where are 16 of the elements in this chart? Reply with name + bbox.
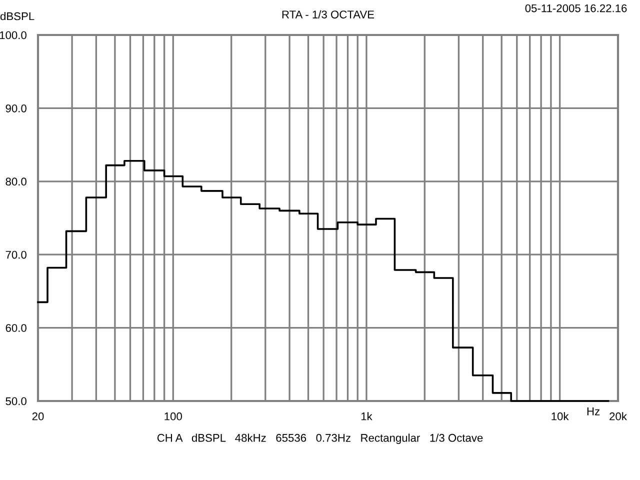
y-tick-label: 100.0 [0,31,26,40]
y-tick-label: 50.0 [6,397,26,406]
x-tick-label: 10k [552,412,569,420]
y-tick-label: 80.0 [6,178,26,186]
x-tick-label: 20 [32,412,44,420]
x-tick-label: 100 [164,412,182,420]
text: CH A dBSPL 48kHz 65536 0.73Hz Rectangular 1/3 Octave [157,434,483,444]
y-tick-label: 70.0 [6,250,26,259]
x-tick-label: 1k [361,412,372,420]
x-tick-label: 20k [610,412,627,420]
y-tick-label: 60.0 [6,324,26,332]
y-axis-title: dBSPL [0,12,34,20]
text: 05-11-2005 16.22.16 [525,4,627,12]
x-axis-title: Hz [587,408,600,416]
y-tick-label: 90.0 [6,104,26,112]
chart-title: RTA - 1/3 OCTAVE [282,10,374,18]
